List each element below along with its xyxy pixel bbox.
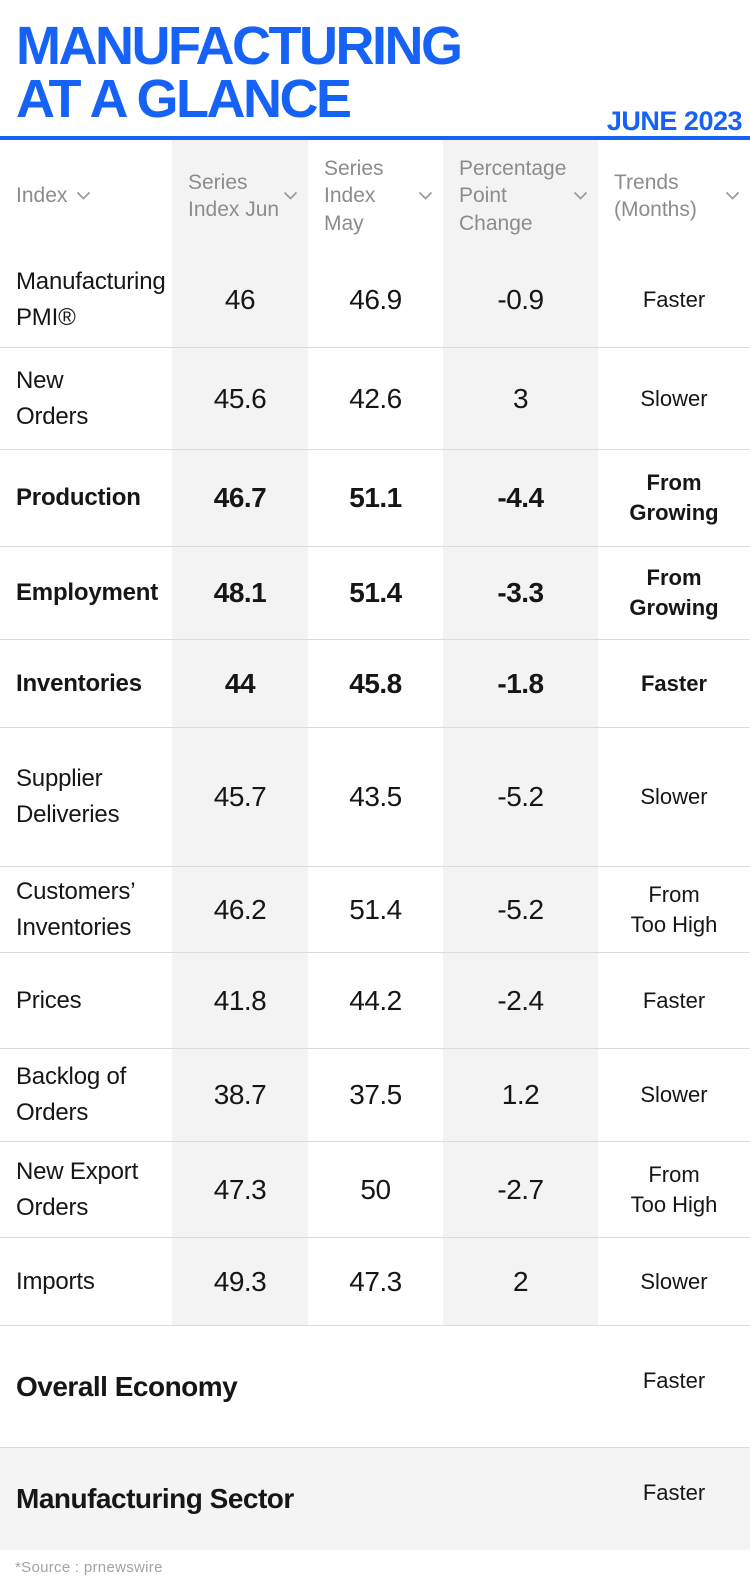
trend-value: Slower <box>640 1082 708 1108</box>
column-header-trends-months[interactable]: Trends (Months) <box>598 140 750 252</box>
trend-value: From Growing <box>629 470 719 525</box>
table-row-employment: Employment 48.1 51.4 -3.3 From Growing <box>0 546 750 639</box>
trend-value: Slower <box>640 784 708 810</box>
series-index-jun-value: 48.1 <box>172 547 308 639</box>
trend-value: Slower <box>640 1268 708 1294</box>
percentage-point-change-value: -5.2 <box>443 728 598 866</box>
table-row-supplier-deliveries: Supplier Deliveries 45.7 43.5 -5.2 Slowe… <box>0 727 750 866</box>
summary-trend-value: Faster <box>642 1480 706 1505</box>
series-index-may-value: 44.2 <box>349 984 402 1016</box>
row-label: New Export Orders <box>16 1157 139 1221</box>
title-underline <box>0 136 750 140</box>
row-label: Customers’ Inventories <box>16 877 136 941</box>
column-header-series-index-jun-label: Series Index Jun <box>188 170 280 221</box>
series-index-jun-value: 49.3 <box>172 1238 308 1325</box>
column-header-percentage-point-change-label: Percentage Point Change <box>459 157 567 235</box>
table-row-production: Production 46.7 51.1 -4.4 From Growing <box>0 449 750 546</box>
row-label: Manufacturing PMI® <box>16 267 166 331</box>
percentage-point-change-value: -5.2 <box>443 867 598 952</box>
trend-value: Slower <box>640 385 708 411</box>
series-index-jun-value: 46 <box>172 252 308 347</box>
series-index-may-value: 51.1 <box>349 482 402 513</box>
table-row-manufacturing-pmi: Manufacturing PMI® 46 46.9 -0.9 Faster <box>0 252 750 347</box>
series-index-jun-value: 38.7 <box>172 1049 308 1141</box>
column-header-percentage-point-change[interactable]: Percentage Point Change <box>443 140 598 252</box>
row-label: Imports <box>16 1267 95 1295</box>
series-index-may-value: 45.8 <box>349 667 402 699</box>
row-label: Employment <box>16 579 159 606</box>
report-date: JUNE 2023 <box>606 106 743 136</box>
page-title: MANUFACTURING AT A GLANCE <box>16 16 463 129</box>
percentage-point-change-value: -3.3 <box>443 547 598 639</box>
summary-label: Overall Economy <box>16 1370 238 1402</box>
percentage-point-change-value: 3 <box>443 348 598 449</box>
column-header-trends-months-label: Trends (Months) <box>614 170 697 221</box>
summary-row-manufacturing-sector: Manufacturing Sector Faster <box>0 1447 750 1550</box>
series-index-may-value: 46.9 <box>349 283 402 315</box>
source-note: *Source : prnewswire <box>15 1559 163 1576</box>
series-index-may-value: 37.5 <box>349 1079 402 1110</box>
table-row-new-export-orders: New Export Orders 47.3 50 -2.7 From Too … <box>0 1141 750 1237</box>
series-index-may-value: 47.3 <box>349 1265 402 1297</box>
series-index-may-value: 51.4 <box>349 577 402 608</box>
percentage-point-change-value: -2.7 <box>443 1142 598 1237</box>
percentage-point-change-value: -4.4 <box>443 450 598 546</box>
series-index-may-value: 50 <box>360 1173 391 1205</box>
chevron-down-icon[interactable] <box>76 191 91 201</box>
column-header-series-index-may-label: Series Index May <box>324 157 384 235</box>
series-index-may-value: 43.5 <box>349 781 402 812</box>
percentage-point-change-value: 1.2 <box>443 1049 598 1141</box>
summary-label: Manufacturing Sector <box>16 1483 294 1514</box>
percentage-point-change-value: -1.8 <box>443 640 598 727</box>
row-label: Inventories <box>16 669 142 697</box>
percentage-point-change-value: -2.4 <box>443 953 598 1048</box>
table-row-inventories: Inventories 44 45.8 -1.8 Faster <box>0 639 750 727</box>
chevron-down-icon[interactable] <box>418 191 433 201</box>
percentage-point-change-value: 2 <box>443 1238 598 1325</box>
column-header-index-label: Index <box>16 184 68 208</box>
table-row-backlog-of-orders: Backlog of Orders 38.7 37.5 1.2 Slower <box>0 1048 750 1141</box>
trend-value: From Too High <box>630 881 718 937</box>
trend-value: From Growing <box>629 565 719 620</box>
row-label: Backlog of Orders <box>16 1063 127 1126</box>
table-row-customers-inventories: Customers’ Inventories 46.2 51.4 -5.2 Fr… <box>0 866 750 952</box>
series-index-jun-value: 44 <box>172 640 308 727</box>
chevron-down-icon[interactable] <box>283 191 298 201</box>
column-header-series-index-jun[interactable]: Series Index Jun <box>172 140 308 252</box>
trend-value: Faster <box>640 670 708 696</box>
column-header-series-index-may[interactable]: Series Index May <box>308 140 443 252</box>
series-index-jun-value: 45.7 <box>172 728 308 866</box>
table-row-new-orders: New Orders 45.6 42.6 3 Slower <box>0 347 750 449</box>
series-index-jun-value: 47.3 <box>172 1142 308 1237</box>
series-index-jun-value: 46.2 <box>172 867 308 952</box>
row-label: New Orders <box>16 366 89 430</box>
trend-value: Faster <box>642 286 706 312</box>
trend-value: Faster <box>642 987 706 1013</box>
row-label: Prices <box>16 986 82 1014</box>
series-index-jun-value: 41.8 <box>172 953 308 1048</box>
series-index-may-value: 51.4 <box>349 893 402 925</box>
column-header-index[interactable]: Index <box>0 140 172 252</box>
trend-value: From Too High <box>630 1161 718 1217</box>
series-index-jun-value: 46.7 <box>172 450 308 546</box>
row-label: Production <box>16 484 141 511</box>
chevron-down-icon[interactable] <box>573 191 588 201</box>
table-header-row: Index Series Index Jun Series Index May … <box>0 140 750 252</box>
summary-trend-value: Faster <box>642 1367 706 1393</box>
table-row-prices: Prices 41.8 44.2 -2.4 Faster <box>0 952 750 1048</box>
summary-row-overall-economy: Overall Economy Faster <box>0 1325 750 1447</box>
chevron-down-icon[interactable] <box>725 191 740 201</box>
row-label: Supplier Deliveries <box>16 765 120 828</box>
percentage-point-change-value: -0.9 <box>443 252 598 347</box>
series-index-may-value: 42.6 <box>349 382 402 414</box>
table-row-imports: Imports 49.3 47.3 2 Slower <box>0 1237 750 1325</box>
series-index-jun-value: 45.6 <box>172 348 308 449</box>
masthead: MANUFACTURING AT A GLANCE JUNE 2023 <box>0 0 750 140</box>
